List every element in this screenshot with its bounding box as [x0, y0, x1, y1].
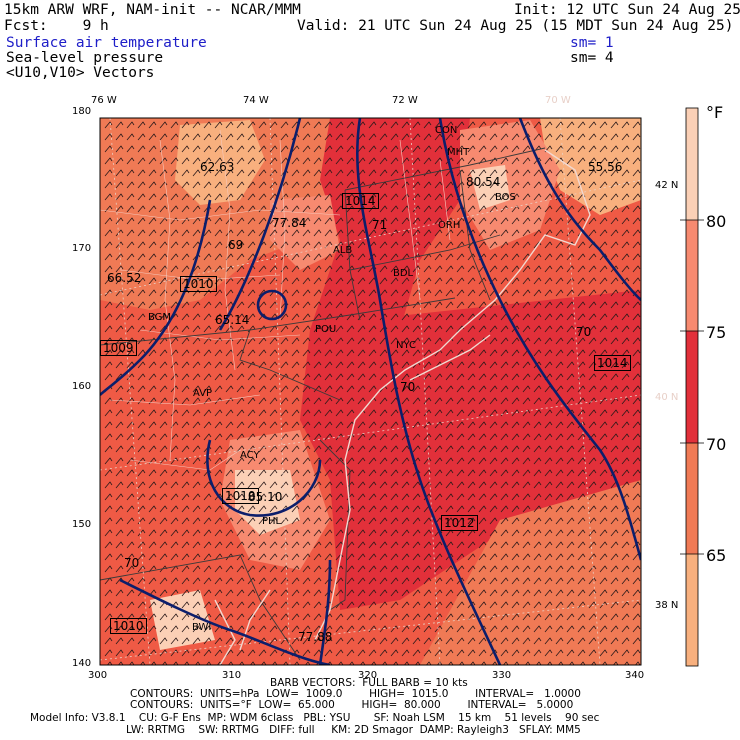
temp-contour-label: 70	[576, 325, 592, 339]
station-label: ORH	[438, 220, 461, 231]
temperature-contour-info: CONTOURS: UNITS=°F LOW= 65.000 HIGH= 80.…	[130, 699, 574, 711]
y-tick-150: 150	[72, 519, 92, 530]
colorbar-band-65-70	[686, 443, 698, 554]
temp-contour-label: 70	[400, 380, 416, 394]
init-time: Init: 12 UTC Sun 24 Aug 25	[514, 2, 740, 18]
colorbar-tick-65: 65	[706, 546, 727, 565]
county-lines	[100, 129, 451, 471]
isobar-label: 1012	[441, 515, 478, 531]
station-label: PHL	[262, 516, 282, 527]
y-tick-160: 160	[72, 381, 92, 392]
colorbar-tick-80: 80	[706, 212, 727, 231]
colorbar-tick-75: 75	[706, 323, 727, 342]
x-tick-300: 300	[88, 670, 108, 681]
x-tick-320: 320	[358, 670, 378, 681]
lon-tick-76w: 76 W	[91, 95, 117, 106]
station-label: BGM	[148, 312, 172, 323]
station-label: POU	[315, 324, 337, 335]
isobar-label: 1010	[180, 276, 217, 292]
colorbar-band-70-75	[686, 331, 698, 443]
temp-label: 55.56	[588, 160, 623, 174]
valid-time: Valid: 21 UTC Sun 24 Aug 25 (15 MDT Sun …	[297, 18, 734, 34]
isobar-label: 1009	[100, 340, 137, 356]
model-title: 15km ARW WRF, NAM-init -- NCAR/MMM	[4, 2, 301, 18]
temp-label: 62.63	[200, 160, 235, 174]
isobars	[100, 118, 641, 665]
temp-label: 80.54	[466, 175, 501, 189]
field-wind-vectors: <U10,V10> Vectors	[6, 65, 155, 81]
isobar-label: 1014	[342, 193, 379, 209]
field-temperature: Surface air temperature	[6, 35, 207, 51]
state-lines	[100, 147, 546, 661]
station-label: CON	[435, 125, 458, 136]
colorbar-band-above-80	[686, 108, 698, 220]
isobar-label: 1010	[110, 618, 147, 634]
lat-label-38n: 38 N	[655, 600, 679, 611]
lon-tick-74w: 74 W	[243, 95, 269, 106]
temp-contour-label: 69	[228, 238, 244, 252]
colorbar-unit: °F	[706, 103, 724, 122]
barb-legend: BARB VECTORS: FULL BARB = 10 kts	[270, 677, 468, 689]
y-tick-170: 170	[72, 243, 92, 254]
coastline	[214, 149, 591, 665]
temp-label: 66.52	[107, 271, 142, 285]
field-pressure: Sea-level pressure	[6, 50, 164, 66]
forecast-hour: Fcst: 9 h	[4, 18, 109, 34]
x-tick-310: 310	[222, 670, 242, 681]
station-label: BOS	[495, 192, 516, 203]
isobar-label: 1010	[222, 488, 259, 504]
colorbar	[680, 107, 704, 667]
temp-label: 77.88	[298, 630, 333, 644]
colorbar-band-75-80	[686, 220, 698, 331]
x-tick-330: 330	[492, 670, 512, 681]
colorbar-band-below-65	[686, 554, 698, 666]
temp-label: 85.10	[248, 490, 283, 504]
lat-label-42n: 42 N	[655, 180, 679, 191]
map-frame	[99, 117, 642, 666]
station-label: AVP	[193, 388, 213, 399]
station-label: ACY	[240, 450, 260, 461]
temperature-fill	[100, 118, 641, 665]
station-label: MHT	[447, 147, 470, 158]
temp-contour-label: 71	[372, 218, 388, 232]
colorbar-tick-70: 70	[706, 435, 727, 454]
y-tick-180: 180	[72, 106, 92, 117]
lon-tick-70w: 70 W	[545, 95, 571, 106]
model-physics-info: LW: RRTMG SW: RRTMG DIFF: full KM: 2D Sm…	[126, 724, 581, 736]
station-label: NYC	[396, 340, 417, 351]
y-tick-140: 140	[72, 658, 92, 669]
temp-label: 77.84	[272, 216, 307, 230]
model-info: Model Info: V3.8.1 CU: G-F Ens MP: WDM 6…	[30, 712, 600, 724]
lat-label-40n: 40 N	[655, 392, 679, 403]
station-label: BWI	[192, 622, 212, 633]
isobar-label: 1014	[594, 355, 631, 371]
station-label: ALB	[333, 245, 353, 256]
field-pressure-smoothing: sm= 4	[570, 50, 614, 66]
lon-tick-72w: 72 W	[392, 95, 418, 106]
temp-contour-label: 70	[124, 556, 140, 570]
temp-label: 65.14	[215, 313, 250, 327]
x-tick-340: 340	[625, 670, 645, 681]
pressure-contour-info: CONTOURS: UNITS=hPa LOW= 1009.0 HIGH= 10…	[130, 688, 581, 700]
station-label: BDL	[393, 268, 414, 279]
field-temperature-smoothing: sm= 1	[570, 35, 614, 51]
